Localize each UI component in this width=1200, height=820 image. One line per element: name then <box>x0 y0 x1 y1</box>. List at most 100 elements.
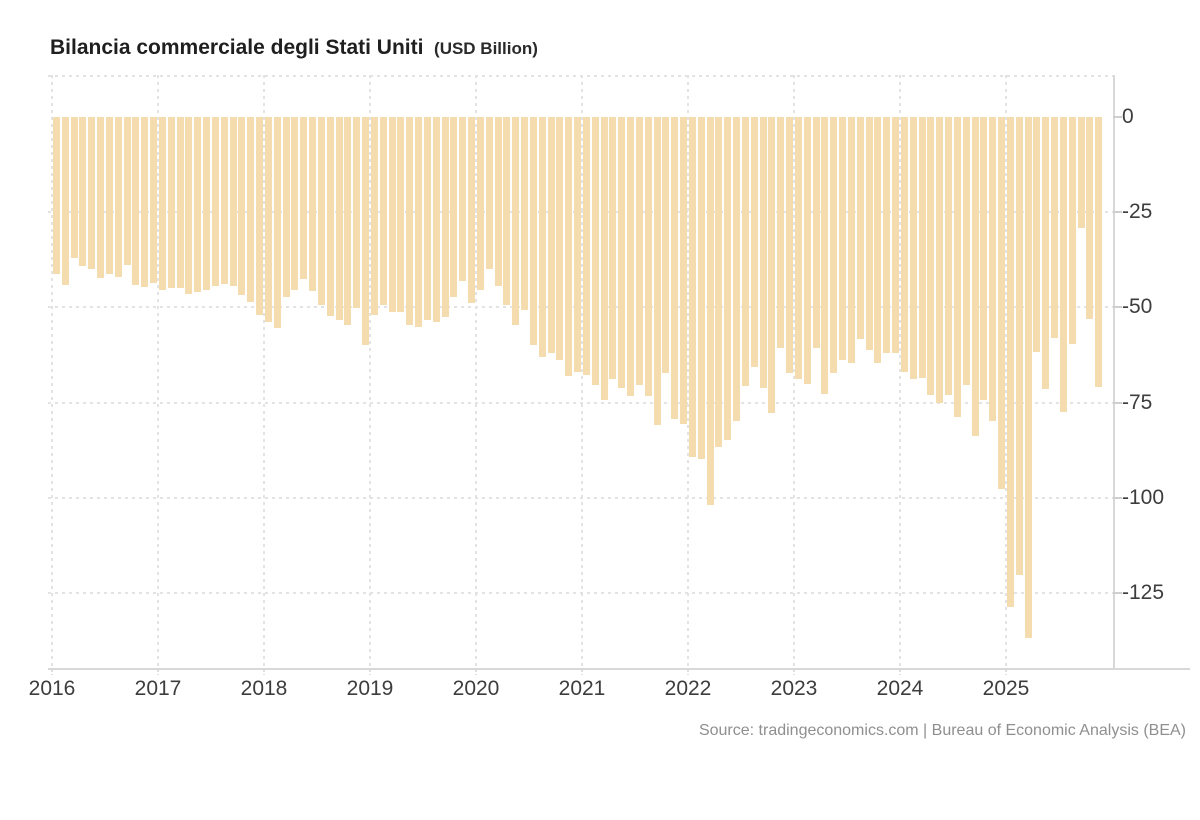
trade-balance-bar-2018-05[interactable] <box>300 117 308 280</box>
trade-balance-bar-2016-06[interactable] <box>97 117 105 279</box>
trade-balance-bar-2019-02[interactable] <box>379 117 387 305</box>
trade-balance-bar-2021-06[interactable] <box>627 117 635 396</box>
trade-balance-bar-2023-05[interactable] <box>830 117 838 373</box>
trade-balance-bar-2022-11[interactable] <box>777 117 785 348</box>
trade-balance-bar-2022-06[interactable] <box>733 117 741 421</box>
trade-balance-bar-2017-01[interactable] <box>158 117 166 291</box>
trade-balance-bar-2021-04[interactable] <box>609 117 617 380</box>
trade-balance-bar-2016-02[interactable] <box>61 117 69 285</box>
trade-balance-bar-2017-08[interactable] <box>220 117 228 285</box>
trade-balance-bar-2024-01[interactable] <box>900 117 908 372</box>
trade-balance-bar-2023-04[interactable] <box>821 117 829 395</box>
trade-balance-bar-2022-04[interactable] <box>715 117 723 448</box>
trade-balance-bar-2021-03[interactable] <box>600 117 608 401</box>
trade-balance-bar-2023-11[interactable] <box>883 117 891 353</box>
trade-balance-bar-2018-01[interactable] <box>264 117 272 323</box>
trade-balance-bar-2022-07[interactable] <box>741 117 749 387</box>
trade-balance-bar-2024-06[interactable] <box>945 117 953 395</box>
trade-balance-bar-2021-09[interactable] <box>653 117 661 426</box>
trade-balance-bar-2023-12[interactable] <box>892 117 900 354</box>
trade-balance-bar-2025-04[interactable] <box>1033 117 1041 352</box>
trade-balance-bar-2023-06[interactable] <box>839 117 847 360</box>
trade-balance-bar-2024-09[interactable] <box>971 117 979 437</box>
trade-balance-bar-2020-05[interactable] <box>512 117 520 325</box>
trade-balance-bar-2025-01[interactable] <box>1006 117 1014 607</box>
trade-balance-bar-2018-08[interactable] <box>326 117 334 317</box>
trade-balance-bar-2022-10[interactable] <box>768 117 776 414</box>
trade-balance-bar-2024-04[interactable] <box>927 117 935 395</box>
trade-balance-bar-2024-08[interactable] <box>962 117 970 386</box>
trade-balance-bar-2016-03[interactable] <box>70 117 78 259</box>
trade-balance-bar-2025-06[interactable] <box>1051 117 1059 338</box>
trade-balance-bar-2020-10[interactable] <box>556 117 564 361</box>
trade-balance-bar-2020-12[interactable] <box>574 117 582 372</box>
trade-balance-bar-2019-09[interactable] <box>441 117 449 317</box>
trade-balance-bar-2021-12[interactable] <box>680 117 688 425</box>
trade-balance-bar-2023-08[interactable] <box>856 117 864 340</box>
trade-balance-bar-2022-12[interactable] <box>786 117 794 373</box>
trade-balance-bar-2025-10[interactable] <box>1086 117 1094 319</box>
trade-balance-bar-2022-03[interactable] <box>706 117 714 506</box>
trade-balance-bar-2019-12[interactable] <box>468 117 476 304</box>
trade-balance-bar-2020-02[interactable] <box>485 117 493 269</box>
trade-balance-bar-2017-07[interactable] <box>211 117 219 286</box>
trade-balance-bar-2017-10[interactable] <box>238 117 246 295</box>
trade-balance-bar-2019-10[interactable] <box>450 117 458 297</box>
trade-balance-bar-2023-07[interactable] <box>847 117 855 364</box>
trade-balance-bar-2018-03[interactable] <box>282 117 290 297</box>
trade-balance-bar-2016-01[interactable] <box>52 117 60 275</box>
trade-balance-bar-2021-01[interactable] <box>582 117 590 375</box>
trade-balance-bar-2024-05[interactable] <box>936 117 944 403</box>
trade-balance-bar-2019-03[interactable] <box>388 117 396 312</box>
trade-balance-bar-2022-05[interactable] <box>724 117 732 441</box>
trade-balance-bar-2018-10[interactable] <box>344 117 352 325</box>
trade-balance-bar-2018-07[interactable] <box>317 117 325 305</box>
trade-balance-bar-2020-03[interactable] <box>494 117 502 287</box>
trade-balance-bar-2016-10[interactable] <box>132 117 140 285</box>
trade-balance-bar-2023-09[interactable] <box>865 117 873 351</box>
trade-balance-bar-2016-05[interactable] <box>88 117 96 269</box>
trade-balance-bar-2017-04[interactable] <box>185 117 193 294</box>
trade-balance-bar-2025-02[interactable] <box>1015 117 1023 575</box>
trade-balance-bar-2023-01[interactable] <box>794 117 802 379</box>
trade-balance-bar-2022-01[interactable] <box>688 117 696 457</box>
trade-balance-bar-2022-09[interactable] <box>759 117 767 388</box>
trade-balance-bar-2024-03[interactable] <box>918 117 926 379</box>
trade-balance-bar-2023-10[interactable] <box>874 117 882 363</box>
trade-balance-bar-2021-07[interactable] <box>635 117 643 385</box>
trade-balance-bar-2019-11[interactable] <box>459 117 467 282</box>
trade-balance-bar-2024-10[interactable] <box>980 117 988 400</box>
trade-balance-bar-2025-09[interactable] <box>1077 117 1085 228</box>
trade-balance-bar-2019-06[interactable] <box>415 117 423 328</box>
trade-balance-bar-2025-07[interactable] <box>1059 117 1067 413</box>
trade-balance-bar-2020-07[interactable] <box>529 117 537 346</box>
trade-balance-bar-2025-03[interactable] <box>1024 117 1032 639</box>
trade-balance-bar-2023-03[interactable] <box>812 117 820 348</box>
trade-balance-bar-2020-09[interactable] <box>547 117 555 354</box>
trade-balance-bar-2025-05[interactable] <box>1042 117 1050 390</box>
trade-balance-bar-2018-02[interactable] <box>273 117 281 329</box>
trade-balance-bar-2025-11[interactable] <box>1095 117 1103 388</box>
trade-balance-bar-2019-01[interactable] <box>370 117 378 315</box>
trade-balance-bar-2017-12[interactable] <box>256 117 264 316</box>
trade-balance-bar-2020-01[interactable] <box>476 117 484 290</box>
trade-balance-bar-2016-08[interactable] <box>114 117 122 277</box>
trade-balance-bar-2017-05[interactable] <box>194 117 202 293</box>
trade-balance-bar-2022-02[interactable] <box>697 117 705 459</box>
trade-balance-bar-2018-09[interactable] <box>335 117 343 320</box>
trade-balance-bar-2021-02[interactable] <box>591 117 599 386</box>
trade-balance-bar-2024-11[interactable] <box>989 117 997 421</box>
trade-balance-bar-2020-08[interactable] <box>538 117 546 358</box>
trade-balance-bar-2021-11[interactable] <box>671 117 679 419</box>
trade-balance-bar-2020-11[interactable] <box>565 117 573 377</box>
trade-balance-bar-2025-08[interactable] <box>1068 117 1076 344</box>
trade-balance-bar-2018-11[interactable] <box>353 117 361 309</box>
trade-balance-bar-2019-08[interactable] <box>432 117 440 323</box>
trade-balance-bar-2024-02[interactable] <box>909 117 917 379</box>
trade-balance-bar-2020-04[interactable] <box>503 117 511 306</box>
trade-balance-bar-2021-05[interactable] <box>618 117 626 389</box>
trade-balance-bar-2016-12[interactable] <box>150 117 158 284</box>
trade-balance-bar-2017-11[interactable] <box>247 117 255 303</box>
trade-balance-bar-2022-08[interactable] <box>750 117 758 368</box>
trade-balance-bar-2017-02[interactable] <box>167 117 175 288</box>
